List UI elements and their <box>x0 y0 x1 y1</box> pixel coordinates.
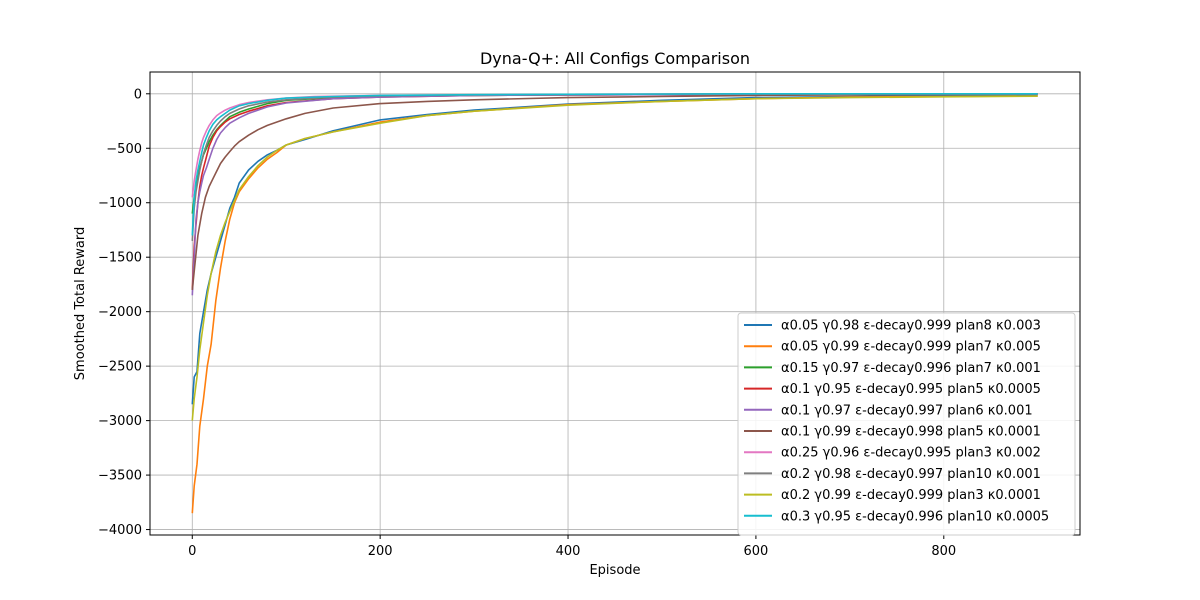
legend-entry: α0.1 γ0.99 ε-decay0.998 plan5 κ0.0001 <box>781 425 1041 440</box>
plot-frame <box>149 71 1081 536</box>
series-line-6 <box>191 93 1038 290</box>
legend-entry: α0.2 γ0.98 ε-decay0.997 plan10 κ0.001 <box>781 467 1041 482</box>
legend-entry: α0.25 γ0.96 ε-decay0.995 plan3 κ0.002 <box>781 446 1041 461</box>
series-line-7 <box>191 93 1038 198</box>
x-tick-label: 600 <box>743 544 768 559</box>
legend-entry: α0.3 γ0.95 ε-decay0.996 plan10 κ0.0005 <box>781 509 1049 524</box>
series-line-5 <box>191 93 1038 296</box>
series-lines <box>191 93 1038 514</box>
legend-entry: α0.1 γ0.95 ε-decay0.995 plan5 κ0.0005 <box>781 382 1041 397</box>
x-tick-label: 400 <box>556 544 581 559</box>
y-tick-label: 0 <box>134 87 142 102</box>
legend-entry: α0.05 γ0.99 ε-decay0.999 plan7 κ0.005 <box>781 340 1041 355</box>
legend-entry: α0.1 γ0.97 ε-decay0.997 plan6 κ0.001 <box>781 403 1033 418</box>
series-line-8 <box>191 93 1038 241</box>
x-tick-label: 200 <box>368 544 393 559</box>
legend-box <box>737 312 1076 536</box>
x-tick-label: 800 <box>931 544 956 559</box>
y-tick-label: −3000 <box>98 414 142 429</box>
y-tick-label: −1000 <box>98 196 142 211</box>
series-line-3 <box>191 93 1038 214</box>
y-tick-label: −500 <box>106 142 142 157</box>
legend-entry: α0.15 γ0.97 ε-decay0.996 plan7 κ0.001 <box>781 361 1041 376</box>
y-tick-label: −2500 <box>98 360 142 375</box>
legend-entry: α0.2 γ0.99 ε-decay0.999 plan3 κ0.0001 <box>781 488 1041 503</box>
series-line-4 <box>191 93 1038 290</box>
y-tick-label: −4000 <box>98 523 142 538</box>
y-tick-label: −2000 <box>98 305 142 320</box>
y-tick-label: −3500 <box>98 469 142 484</box>
legend-entry: α0.05 γ0.98 ε-decay0.999 plan8 κ0.003 <box>781 319 1041 334</box>
y-tick-label: −1500 <box>98 251 142 266</box>
x-tick-label: 0 <box>188 544 196 559</box>
ticks: 0 200 400 600 800 0 −500 −1000 −1500 −2000 −2500 −3… <box>98 87 956 559</box>
series-line-10 <box>191 93 1038 236</box>
series-line-9 <box>191 95 1038 421</box>
x-axis-label: Episode <box>589 563 640 578</box>
y-axis-label: Smoothed Total Reward <box>73 227 88 380</box>
chart-title: Dyna-Q+: All Configs Comparison <box>480 49 750 68</box>
legend: α0.05 γ0.98 ε-decay0.999 plan8 κ0.003 α0.… <box>737 312 1076 536</box>
